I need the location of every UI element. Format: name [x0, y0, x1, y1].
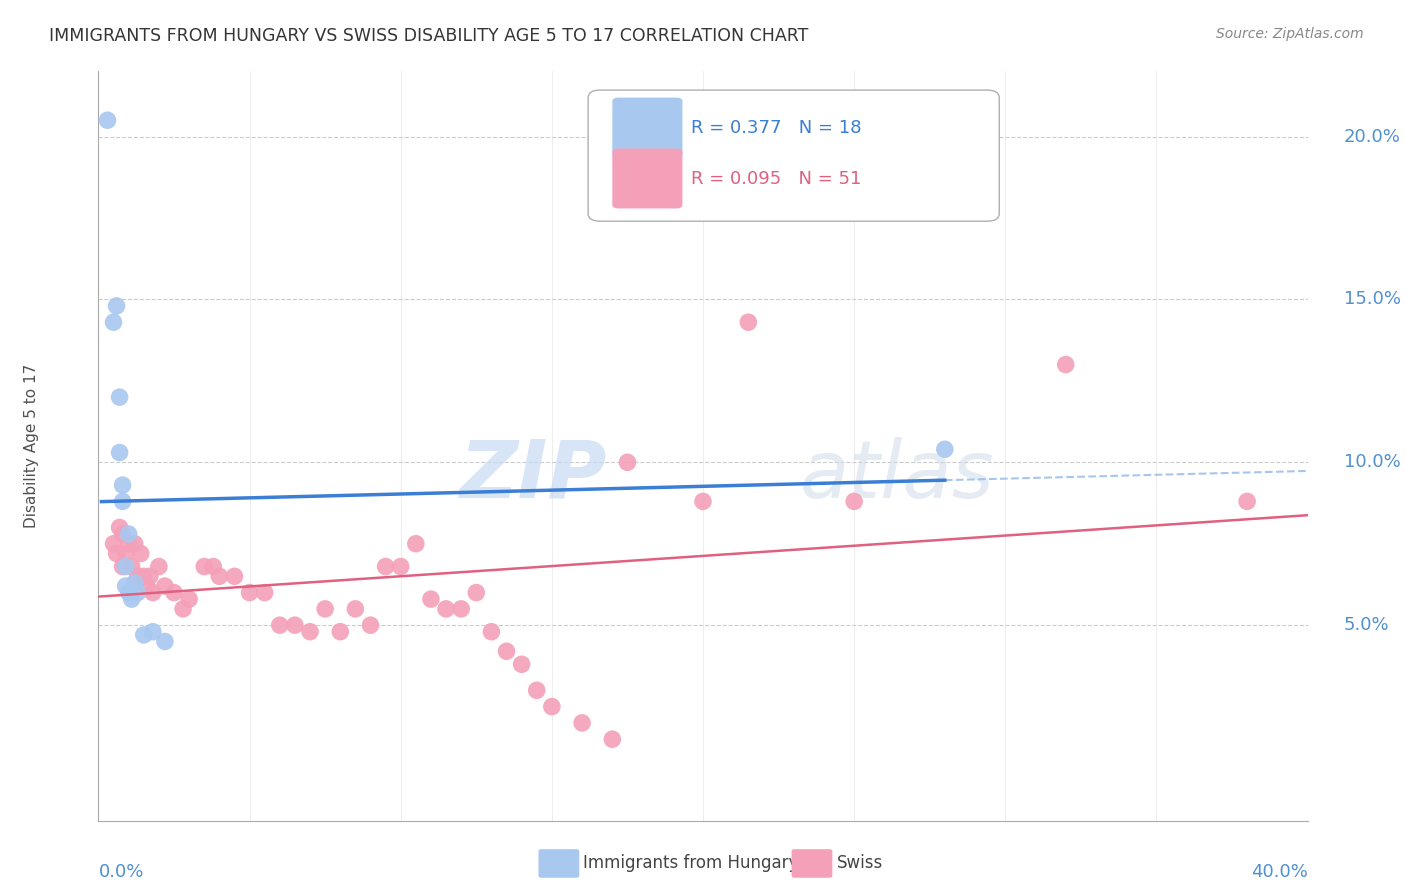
Point	[202, 559, 225, 574]
Text: 10.0%: 10.0%	[1344, 453, 1400, 471]
Point	[105, 299, 128, 313]
FancyBboxPatch shape	[612, 149, 682, 209]
Point	[108, 520, 131, 534]
Point	[344, 602, 367, 616]
Point	[103, 537, 125, 551]
Text: Source: ZipAtlas.com: Source: ZipAtlas.com	[1216, 27, 1364, 41]
Point	[142, 585, 165, 599]
Text: ZIP: ZIP	[458, 437, 606, 515]
Point	[269, 618, 291, 632]
Point	[405, 537, 427, 551]
Text: Swiss: Swiss	[837, 855, 883, 872]
Point	[105, 547, 128, 561]
Point	[253, 585, 276, 599]
Text: atlas: atlas	[800, 437, 994, 515]
Point	[108, 390, 131, 404]
FancyBboxPatch shape	[588, 90, 1000, 221]
Point	[142, 624, 165, 639]
Point	[129, 547, 152, 561]
Point	[163, 585, 186, 599]
Point	[124, 537, 146, 551]
Text: 5.0%: 5.0%	[1344, 616, 1389, 634]
Point	[1236, 494, 1258, 508]
Point	[571, 715, 593, 730]
Text: 40.0%: 40.0%	[1251, 863, 1308, 881]
Point	[118, 585, 141, 599]
Point	[602, 732, 624, 747]
Point	[737, 315, 759, 329]
Point	[114, 579, 136, 593]
Point	[121, 559, 143, 574]
Point	[124, 575, 146, 590]
Point	[450, 602, 472, 616]
Text: Disability Age 5 to 17: Disability Age 5 to 17	[24, 364, 39, 528]
Point	[193, 559, 215, 574]
Point	[434, 602, 457, 616]
Point	[374, 559, 396, 574]
Point	[540, 699, 562, 714]
Point	[844, 494, 866, 508]
Point	[299, 624, 322, 639]
Point	[177, 592, 201, 607]
Point	[118, 527, 141, 541]
Text: Immigrants from Hungary: Immigrants from Hungary	[583, 855, 799, 872]
Point	[419, 592, 441, 607]
Point	[127, 569, 149, 583]
Point	[111, 527, 134, 541]
Point	[389, 559, 412, 574]
Point	[132, 628, 155, 642]
Point	[172, 602, 194, 616]
Point	[465, 585, 488, 599]
Point	[111, 478, 134, 492]
Point	[118, 537, 141, 551]
Point	[114, 547, 136, 561]
Text: R = 0.095   N = 51: R = 0.095 N = 51	[690, 169, 862, 187]
Point	[153, 634, 176, 648]
Point	[96, 113, 118, 128]
Text: IMMIGRANTS FROM HUNGARY VS SWISS DISABILITY AGE 5 TO 17 CORRELATION CHART: IMMIGRANTS FROM HUNGARY VS SWISS DISABIL…	[49, 27, 808, 45]
Point	[111, 559, 134, 574]
Text: 20.0%: 20.0%	[1344, 128, 1400, 145]
Point	[329, 624, 352, 639]
Point	[239, 585, 262, 599]
Point	[692, 494, 714, 508]
Point	[148, 559, 170, 574]
Point	[934, 442, 956, 457]
Point	[526, 683, 548, 698]
Point	[111, 494, 134, 508]
Point	[114, 559, 136, 574]
Point	[127, 585, 149, 599]
Point	[1054, 358, 1077, 372]
Point	[153, 579, 176, 593]
Point	[121, 592, 143, 607]
Point	[135, 579, 157, 593]
Point	[132, 569, 155, 583]
Point	[360, 618, 382, 632]
Point	[224, 569, 246, 583]
Point	[284, 618, 307, 632]
Point	[481, 624, 503, 639]
Point	[495, 644, 517, 658]
Point	[510, 657, 533, 672]
Text: 0.0%: 0.0%	[98, 863, 143, 881]
Point	[208, 569, 231, 583]
Text: R = 0.377   N = 18: R = 0.377 N = 18	[690, 119, 862, 136]
Point	[103, 315, 125, 329]
FancyBboxPatch shape	[612, 97, 682, 158]
Text: 15.0%: 15.0%	[1344, 291, 1400, 309]
Point	[314, 602, 336, 616]
Point	[616, 455, 638, 469]
Point	[108, 445, 131, 459]
Point	[139, 569, 162, 583]
